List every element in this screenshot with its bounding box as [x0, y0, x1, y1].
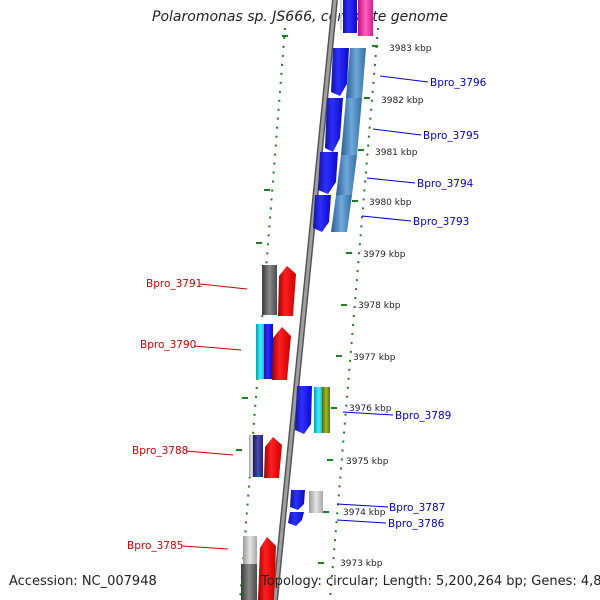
gene-label-bpro-3790: Bpro_3790 — [140, 339, 196, 351]
tick-label: 3973 kbp — [340, 559, 383, 569]
gene-label-bpro-3786: Bpro_3786 — [388, 518, 445, 530]
gene-cluster-reverse — [241, 265, 296, 600]
gene-3786-blue — [288, 512, 304, 526]
gene-lav — [340, 0, 342, 30]
gene-3787-light — [309, 491, 323, 513]
tick-label: 3983 kbp — [389, 44, 432, 54]
tick-label: 3978 kbp — [358, 301, 401, 311]
tick-label: 3979 kbp — [363, 250, 406, 260]
gene-label-bpro-3791: Bpro_3791 — [146, 278, 202, 290]
right-track — [329, 27, 379, 600]
gene-3794-blue — [318, 152, 338, 194]
gene-3785-red — [258, 537, 276, 600]
tick-label: 3982 kbp — [381, 96, 424, 106]
tick-label: 3981 kbp — [375, 148, 418, 158]
gene-label-bpro-3789: Bpro_3789 — [395, 410, 451, 422]
gene-labels: Bpro_3796 Bpro_3795 Bpro_3794 Bpro_3793 … — [127, 77, 487, 552]
genome-backbone-highlight — [273, 0, 337, 600]
gene-3789-blue — [295, 386, 312, 434]
tick-labels: 3983 kbp 3982 kbp 3981 kbp 3980 kbp 3979… — [340, 44, 432, 569]
gene-3795-steel — [341, 98, 362, 155]
gene-3788-navy — [253, 435, 263, 477]
gene-label-bpro-3785: Bpro_3785 — [127, 540, 183, 552]
gene-3793-steel — [331, 195, 352, 232]
gene-3791-dark — [262, 265, 277, 315]
gene-3791-red — [278, 266, 296, 316]
gene-pink — [358, 0, 373, 36]
accession-label: Accession: NC_007948 — [9, 574, 157, 589]
gene-3785-dark — [241, 564, 257, 600]
leader-lines-forward — [336, 75, 429, 524]
gene-3796-steel — [346, 48, 366, 98]
leader-lines-reverse — [181, 283, 248, 550]
tick-label: 3974 kbp — [343, 508, 386, 518]
gene-cluster-lower-forward — [288, 386, 330, 526]
gene-3789-olive — [322, 387, 330, 433]
tick-label: 3975 kbp — [346, 457, 389, 467]
gene-3795-blue — [325, 98, 343, 152]
gene-label-bpro-3788: Bpro_3788 — [132, 445, 188, 457]
gene-3790-cyan — [256, 324, 265, 379]
gene-label-bpro-3794: Bpro_3794 — [417, 178, 474, 190]
gene-3794-steel — [336, 155, 357, 195]
tick-label: 3977 kbp — [353, 353, 396, 363]
left-track — [239, 27, 286, 600]
gene-label-bpro-3795: Bpro_3795 — [423, 130, 479, 142]
gene-3785-light — [243, 536, 257, 564]
gene-label-bpro-3793: Bpro_3793 — [413, 216, 469, 228]
genome-summary: Topology: circular; Length: 5,200,264 bp… — [261, 574, 600, 589]
tick-label: 3976 kbp — [349, 404, 392, 414]
tick-label: 3980 kbp — [369, 198, 412, 208]
gene-3797-arrow — [343, 20, 357, 33]
gene-label-bpro-3787: Bpro_3787 — [389, 502, 445, 514]
gene-3788-red — [264, 437, 282, 478]
gene-3789-cyan — [314, 387, 323, 433]
gene-3790-red — [272, 327, 291, 380]
gene-3788-light — [249, 435, 254, 477]
gene-3793-blue — [313, 195, 331, 232]
gene-3787-blue — [290, 490, 305, 510]
genome-title: Polaromonas sp. JS666, complete genome — [152, 9, 448, 25]
gene-cluster-forward — [313, 48, 366, 232]
gene-label-bpro-3796: Bpro_3796 — [430, 77, 487, 89]
ruler-ticks — [236, 35, 378, 564]
gene-block-top — [340, 0, 373, 36]
gene-3796-blue — [331, 48, 349, 96]
gene-3790-blue — [264, 324, 273, 379]
